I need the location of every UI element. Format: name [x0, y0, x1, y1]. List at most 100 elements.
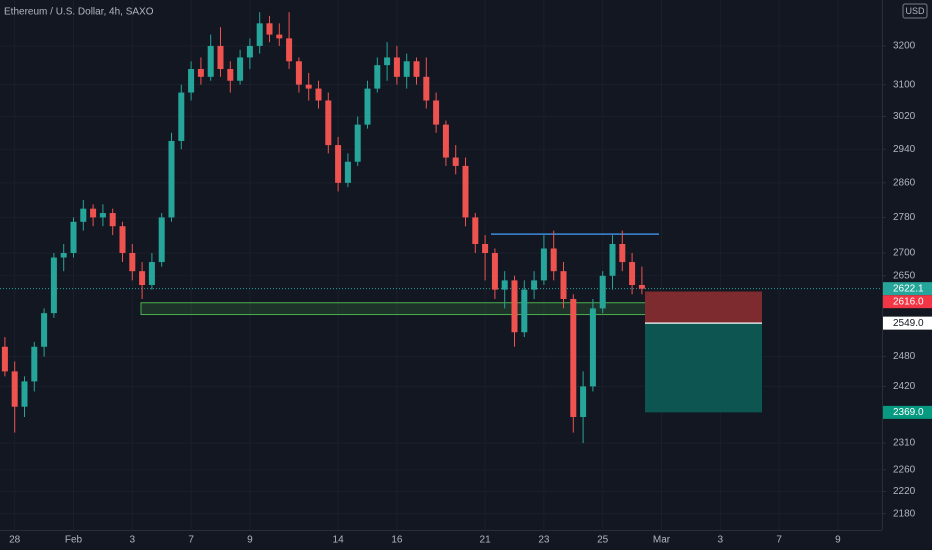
candle-body — [129, 252, 136, 272]
candle-body — [462, 165, 469, 218]
currency-badge[interactable] — [902, 3, 928, 19]
y-tick-label: 2860 — [893, 177, 916, 188]
candle-body — [403, 61, 410, 77]
y-tick-label: 2480 — [893, 351, 916, 362]
currency-label[interactable]: USD — [905, 6, 925, 16]
candle-body — [295, 61, 302, 85]
x-tick-label: 25 — [597, 535, 609, 546]
candle-body — [11, 371, 18, 407]
candle-body — [609, 244, 616, 276]
candle-body — [629, 262, 636, 286]
x-tick-label: 3 — [130, 535, 136, 546]
x-tick-label: 7 — [776, 535, 782, 546]
candle-body — [197, 69, 204, 77]
candle-body — [237, 57, 244, 81]
axes: 3200 3100 3020 2940 2860 2780 2700 2650 2480 2420… — [9, 41, 932, 546]
target-box — [645, 323, 762, 413]
x-tick-label: 23 — [538, 535, 550, 546]
y-tick-label: 2220 — [893, 486, 916, 497]
candle-body — [276, 34, 283, 39]
candle-body — [531, 280, 538, 290]
drawings — [0, 233, 882, 413]
candle-body — [589, 308, 596, 387]
y-tick-label: 2650 — [893, 270, 916, 281]
x-tick-label: 9 — [835, 535, 841, 546]
candle-body — [374, 65, 381, 89]
y-tick-label: 3200 — [893, 41, 916, 52]
candle-body — [286, 38, 293, 62]
x-tick-label: 28 — [9, 535, 21, 546]
x-tick-label: Feb — [65, 535, 83, 546]
candle-body — [21, 381, 28, 407]
candle-body — [109, 213, 116, 227]
candle-body — [158, 217, 165, 263]
candle-body — [139, 271, 146, 286]
x-tick-label: 21 — [480, 535, 492, 546]
candle-body — [325, 100, 332, 146]
candle-body — [217, 45, 224, 70]
candle-body — [1, 346, 8, 372]
candle-body — [570, 298, 577, 418]
candle-body — [413, 61, 420, 77]
candles — [1, 12, 645, 444]
candle-body — [305, 84, 312, 89]
candle-body — [354, 124, 361, 162]
candle-body — [482, 244, 489, 253]
chart-title: Ethereum / U.S. Dollar, 4h, SAXO — [4, 7, 154, 18]
x-tick-label: 14 — [333, 535, 345, 546]
candle-body — [41, 313, 48, 347]
candle-body — [99, 213, 106, 218]
candle-body — [60, 252, 67, 258]
candle-body — [266, 23, 273, 35]
candle-body — [168, 140, 175, 218]
candle-body — [119, 226, 126, 253]
candle-body — [423, 76, 430, 101]
x-tick-label: 3 — [718, 535, 724, 546]
candle-body — [31, 346, 38, 382]
price-tag — [883, 405, 932, 419]
x-tick-label: 16 — [391, 535, 403, 546]
candle-body — [550, 248, 557, 272]
candle-body — [315, 88, 322, 101]
candle-body — [364, 88, 371, 125]
candle-body — [452, 157, 459, 166]
candle-body — [344, 161, 351, 183]
candle-body — [491, 252, 498, 290]
candle-body — [256, 23, 263, 46]
price-tag-label: 2616.0 — [893, 296, 924, 307]
candle-body — [501, 280, 508, 290]
candle-body — [246, 45, 253, 58]
candle-body — [188, 69, 195, 93]
candle-body — [80, 208, 87, 222]
x-tick-label: 9 — [247, 535, 253, 546]
candle-body — [335, 145, 342, 183]
stop-box — [645, 291, 762, 324]
candle-body — [207, 45, 214, 77]
y-tick-label: 2310 — [893, 438, 916, 449]
y-tick-label: 2780 — [893, 212, 916, 223]
y-tick-label: 2180 — [893, 508, 916, 519]
candle-body — [511, 280, 518, 333]
x-tick-label: 7 — [188, 535, 194, 546]
candle-body — [433, 100, 440, 125]
price-tag — [883, 295, 932, 309]
price-tag — [883, 282, 932, 296]
candle-body — [540, 248, 547, 281]
price-tag-label: 2549.0 — [893, 318, 924, 329]
y-tick-label: 3020 — [893, 111, 916, 122]
x-tick-label: Mar — [653, 535, 671, 546]
candle-body — [227, 69, 234, 81]
price-tag-label: 2369.0 — [893, 407, 924, 418]
candle-body — [50, 257, 57, 314]
candle-body — [178, 92, 185, 141]
y-tick-label: 2940 — [893, 144, 916, 155]
candle-body — [393, 57, 400, 77]
candle-body — [70, 221, 77, 253]
y-tick-label: 2260 — [893, 464, 916, 475]
y-tick-label: 2700 — [893, 248, 916, 259]
candle-body — [148, 262, 155, 286]
price-tag — [883, 316, 932, 330]
